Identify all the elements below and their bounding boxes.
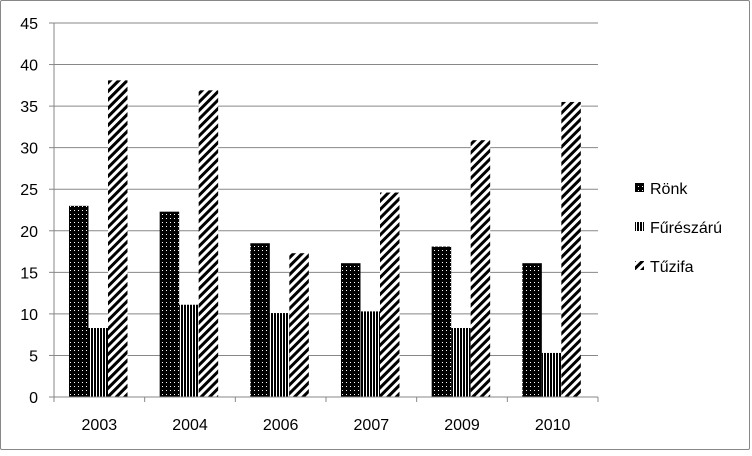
y-tick-label: 40 [20, 58, 38, 75]
bar [341, 263, 361, 397]
y-tick-label: 10 [20, 307, 38, 324]
y-tick-label: 35 [20, 99, 38, 116]
legend: Rönk Fűrészárú Tűzifa [635, 181, 722, 276]
x-tick-label: 2010 [535, 417, 571, 434]
bar [470, 140, 491, 398]
bar [289, 253, 309, 397]
legend-label: Tűzifa [650, 259, 694, 276]
x-tick-label: 2003 [82, 417, 118, 434]
bar [451, 328, 471, 397]
bar [380, 192, 400, 397]
y-tick-label: 20 [20, 224, 38, 241]
bar [69, 205, 89, 397]
bar [431, 246, 452, 397]
bar [159, 211, 180, 397]
y-tick-label: 5 [29, 348, 38, 365]
x-tick-label: 2006 [263, 417, 299, 434]
bars [69, 80, 581, 398]
x-tick-label: 2009 [444, 417, 480, 434]
y-tick-label: 30 [20, 141, 38, 158]
bar [179, 304, 199, 397]
bar [561, 101, 581, 397]
y-tick-label: 45 [20, 16, 38, 33]
bar [269, 313, 290, 397]
x-tick-label: 2007 [354, 417, 390, 434]
bar [522, 263, 542, 397]
bar [108, 80, 128, 397]
bar [250, 243, 270, 397]
legend-label: Rönk [650, 181, 688, 198]
legend-swatch [635, 183, 644, 192]
bar [360, 311, 380, 397]
x-tick-label: 2004 [172, 417, 208, 434]
y-tick-label: 25 [20, 182, 38, 199]
legend-swatch [635, 261, 644, 270]
bar [88, 328, 108, 397]
y-tick-label: 15 [20, 265, 38, 282]
grid-lines [54, 22, 598, 356]
axes: 0 5 10 15 20 25 30 35 40 45 2003 2004 2006 2007 2009 20… [20, 16, 599, 434]
legend-label: Fűrészárú [650, 220, 722, 237]
legend-swatch [635, 222, 644, 231]
bar [198, 90, 219, 397]
y-tick-label: 0 [29, 390, 38, 407]
bar [541, 352, 562, 397]
